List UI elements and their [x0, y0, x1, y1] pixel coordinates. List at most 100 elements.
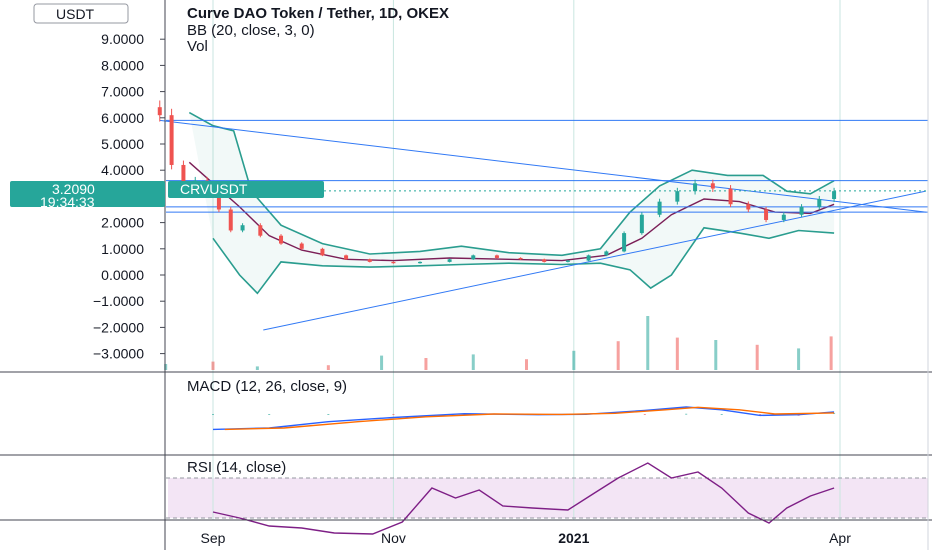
candle-body	[240, 225, 245, 231]
volume-bar	[572, 350, 576, 370]
symbol-tag	[168, 181, 324, 198]
volume-bar	[646, 316, 650, 370]
candle-body	[542, 259, 547, 262]
price-axis[interactable]: 9.0000 8.0000 7.0000 6.0000 5.0000 4.0000 2.00…	[93, 31, 165, 362]
volume-bar	[829, 336, 833, 370]
candle-body	[258, 225, 263, 236]
candle-body	[299, 243, 304, 249]
macd-histogram-bar	[685, 413, 688, 415]
y-tick-label: 5.0000	[101, 136, 144, 152]
volume-bar	[326, 365, 330, 370]
volume-bar	[211, 361, 215, 370]
bb-basis-line	[188, 161, 835, 262]
candle-body	[675, 191, 680, 202]
candle-body	[157, 107, 162, 116]
y-tick-label: 2.0000	[101, 215, 144, 231]
candle-body	[799, 206, 804, 215]
volume-bar	[797, 348, 801, 370]
macd-indicator-label[interactable]: MACD (12, 26, close, 9)	[187, 378, 347, 395]
volume-bars	[164, 316, 833, 370]
y-tick-label: −2.0000	[93, 319, 144, 335]
vol-indicator-label[interactable]: Vol	[187, 38, 208, 55]
candle-body	[728, 188, 733, 205]
candle-body	[344, 255, 349, 260]
currency-button[interactable]	[33, 3, 129, 24]
currency-button-label[interactable]: USDT	[56, 6, 95, 22]
candle-body	[832, 191, 837, 200]
x-tick-label: Sep	[201, 530, 226, 546]
rsi-band	[168, 478, 928, 518]
trendline[interactable]	[263, 190, 926, 331]
candle-body	[657, 201, 662, 215]
candle-body	[639, 214, 644, 234]
bb-lower-line	[212, 226, 835, 295]
y-tick-label: 9.0000	[101, 31, 144, 47]
volume-bar	[424, 358, 428, 370]
rsi-indicator-label[interactable]: RSI (14, close)	[187, 459, 286, 476]
countdown-label: 19:34:33	[40, 194, 95, 210]
candle-body	[693, 183, 698, 192]
volume-bar	[255, 366, 259, 370]
y-tick-label: 6.0000	[101, 110, 144, 126]
last-price-label: 3.2090	[52, 181, 95, 197]
volume-bar	[714, 340, 718, 370]
chart-title: Curve DAO Token / Tether, 1D, OKEX	[187, 5, 449, 22]
signal-line	[224, 406, 835, 431]
candle-body	[367, 259, 372, 262]
candle-body	[471, 255, 476, 260]
time-axis[interactable]: Sep Nov 2021 Apr	[201, 530, 852, 546]
volume-bar	[755, 344, 759, 370]
macd-histogram-bar	[392, 414, 395, 415]
bb-indicator-label[interactable]: BB (20, close, 3, 0)	[187, 22, 315, 39]
candle-body	[710, 183, 715, 189]
candle-body	[817, 199, 822, 207]
y-tick-label: 1.0000	[101, 241, 144, 257]
candle-body	[320, 248, 325, 256]
candle-body	[565, 260, 570, 262]
candle-body	[518, 257, 523, 260]
volume-bar	[616, 341, 620, 370]
symbol-label: CRVUSDT	[180, 181, 248, 197]
trendline[interactable]	[159, 119, 926, 213]
y-tick-label: −3.0000	[93, 346, 144, 362]
y-tick-label: 0.0000	[101, 267, 144, 283]
bb-fill	[189, 112, 835, 294]
candle-body	[279, 235, 284, 244]
y-tick-label: 7.0000	[101, 84, 144, 100]
y-tick-label: −1.0000	[93, 293, 144, 309]
volume-bar	[164, 364, 168, 370]
candle-body	[169, 115, 174, 165]
last-price-tag	[10, 181, 165, 207]
candle-body	[746, 204, 751, 210]
candle-body	[604, 251, 609, 256]
y-tick-label: 4.0000	[101, 162, 144, 178]
candle-body	[622, 233, 627, 252]
x-tick-label: 2021	[558, 530, 589, 546]
candle-body	[447, 259, 452, 262]
x-tick-label: Apr	[829, 530, 851, 546]
volume-bar	[380, 355, 384, 370]
rsi-line	[212, 462, 835, 535]
volume-bar	[525, 359, 528, 370]
macd-histogram-bar	[327, 414, 330, 415]
macd-histogram-bar	[212, 414, 214, 415]
trendlines[interactable]	[159, 119, 928, 331]
volume-bar	[675, 337, 679, 370]
candle-body	[181, 164, 186, 189]
candle-body	[494, 255, 499, 258]
candle-body	[781, 214, 786, 220]
macd-histogram-bar	[643, 414, 646, 415]
rsi-pane	[166, 462, 928, 535]
macd-histogram-bar	[268, 414, 271, 415]
candle-body	[764, 209, 769, 220]
x-tick-label: Nov	[381, 530, 406, 546]
candle-body	[418, 261, 423, 264]
volume-bar	[471, 354, 475, 370]
y-tick-label: 8.0000	[101, 57, 144, 73]
candle-body	[586, 255, 591, 261]
candle-body	[228, 209, 233, 231]
candle-body	[391, 261, 396, 264]
